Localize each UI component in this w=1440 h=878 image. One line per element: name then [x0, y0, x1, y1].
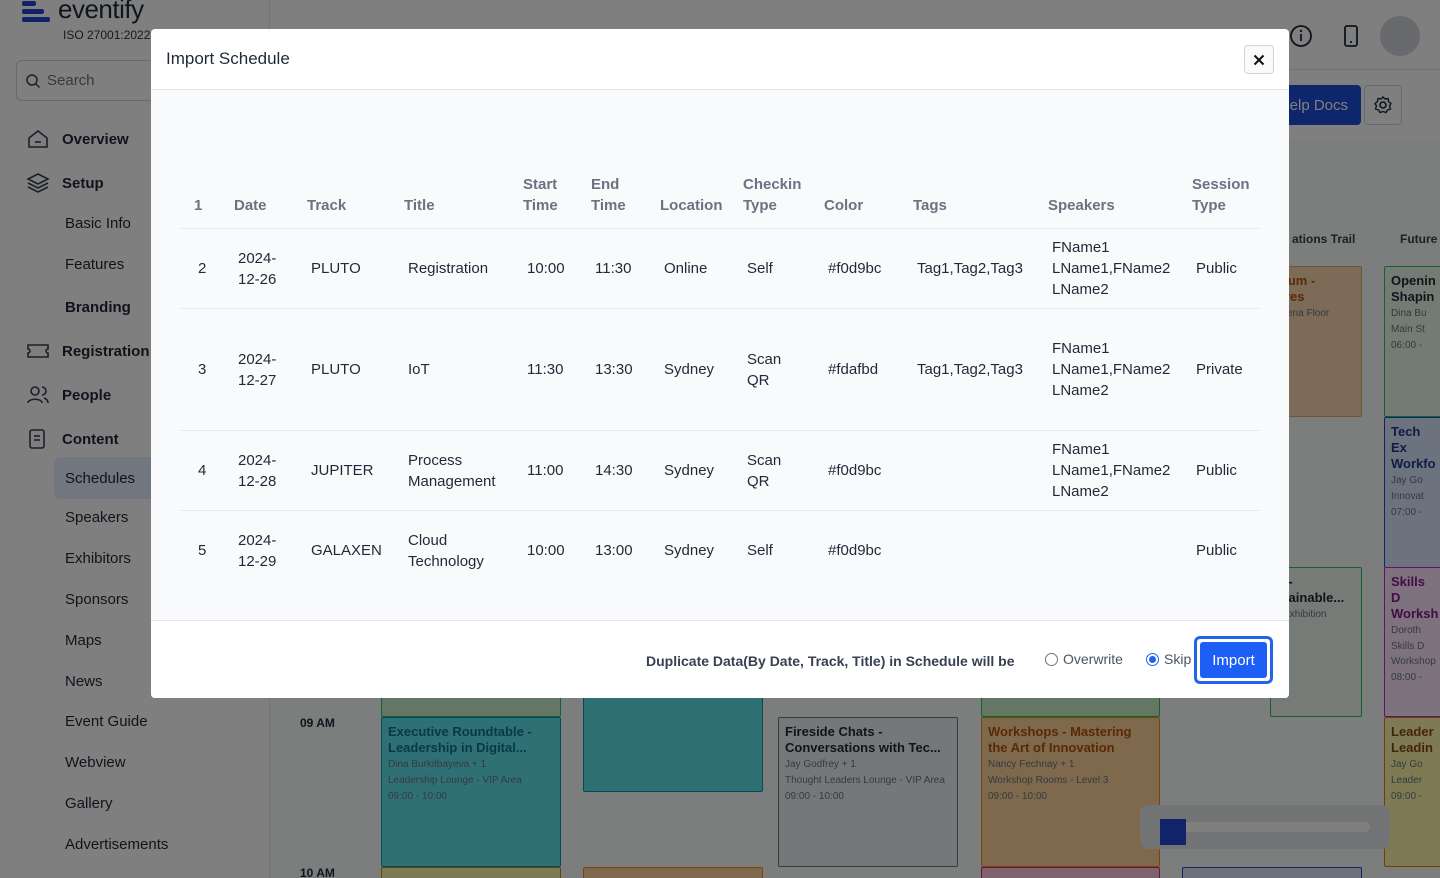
table-cell: FName1 LName1,FName2 LName2	[1035, 430, 1179, 511]
column-header: Start Time	[510, 174, 578, 229]
column-header: Tags	[900, 174, 1035, 229]
table-cell: 11:00	[510, 430, 578, 511]
table-row: 5 2024-12-29 GALAXEN Cloud Technology 10…	[181, 511, 1259, 591]
table-cell: 2024-12-26	[221, 228, 294, 309]
import-preview-table: 1 Date Track Title Start Time End Time L…	[181, 174, 1259, 591]
table-cell: Self	[730, 228, 811, 309]
table-cell: PLUTO	[294, 228, 391, 309]
table-cell: #fdafbd	[811, 308, 900, 431]
table-cell	[1035, 511, 1179, 591]
table-cell: FName1 LName1,FName2 LName2	[1035, 228, 1179, 309]
table-cell: 2024-12-29	[238, 531, 277, 570]
table-cell: Sydney	[647, 430, 730, 511]
column-header: Color	[811, 174, 900, 229]
table-cell: Registration	[391, 228, 510, 309]
skip-radio[interactable]: Skip	[1146, 651, 1191, 667]
table-cell: Online	[647, 228, 730, 309]
column-header: Session Type	[1179, 174, 1259, 229]
import-schedule-modal: Import Schedule 1 Date Track Title Start…	[151, 29, 1289, 698]
modal-footer: Duplicate Data(By Date, Track, Title) in…	[151, 620, 1289, 698]
column-header: Date	[221, 174, 294, 229]
table-cell: 10:00	[527, 542, 565, 560]
column-header: Title	[391, 174, 510, 229]
table-cell: GALAXEN	[311, 542, 382, 560]
overwrite-radio[interactable]: Overwrite	[1045, 651, 1123, 667]
table-cell: 2024-12-27	[221, 308, 294, 431]
table-cell: Scan QR	[730, 430, 811, 511]
table-row: 2 2024-12-26 PLUTO Registration 10:00 11…	[181, 228, 1259, 309]
table-cell: 2024-12-28	[221, 430, 294, 511]
table-cell: FName1 LName1,FName2 LName2	[1035, 308, 1179, 431]
table-cell: 3	[181, 308, 221, 431]
column-header: Track	[294, 174, 391, 229]
table-cell: Private	[1179, 308, 1259, 431]
import-button-label: Import	[1200, 642, 1267, 678]
table-cell: Self	[747, 542, 773, 560]
radio-circle[interactable]	[1045, 652, 1058, 666]
table-cell: 11:30	[510, 308, 578, 431]
table-cell: JUPITER	[294, 430, 391, 511]
column-header: Checkin Type	[730, 174, 811, 229]
table-cell: Public	[1179, 228, 1259, 309]
table-cell: #f0d9bc	[811, 430, 900, 511]
table-cell: Public	[1196, 542, 1237, 560]
column-header: 1	[181, 174, 221, 229]
table-cell	[900, 511, 1035, 591]
column-header: Location	[647, 174, 730, 229]
radio-label: Overwrite	[1063, 651, 1123, 667]
table-cell: 4	[181, 430, 221, 511]
column-header: Speakers	[1035, 174, 1179, 229]
duplicate-data-label: Duplicate Data(By Date, Track, Title) in…	[646, 653, 1015, 669]
table-cell: 2	[181, 228, 221, 309]
import-button[interactable]: Import	[1194, 636, 1273, 684]
table-cell: Public	[1179, 430, 1259, 511]
table-row: 3 2024-12-27 PLUTO IoT 11:30 13:30 Sydne…	[181, 308, 1259, 431]
column-header: End Time	[578, 174, 647, 229]
table-cell: 13:30	[578, 308, 647, 431]
close-button[interactable]	[1244, 45, 1274, 74]
table-cell: 5	[198, 542, 207, 560]
table-cell: Tag1,Tag2,Tag3	[900, 308, 1035, 431]
table-header-row: 1 Date Track Title Start Time End Time L…	[181, 174, 1259, 229]
radio-label: Skip	[1164, 651, 1192, 667]
table-cell: Process Management	[391, 430, 510, 511]
table-cell: #f0d9bc	[828, 542, 882, 560]
close-icon	[1253, 54, 1265, 65]
modal-title: Import Schedule	[166, 49, 290, 68]
radio-circle[interactable]	[1146, 652, 1159, 666]
table-cell: PLUTO	[294, 308, 391, 431]
table-cell: 10:00	[510, 228, 578, 309]
table-cell: 11:30	[578, 228, 647, 309]
table-cell: Tag1,Tag2,Tag3	[900, 228, 1035, 309]
modal-body: 1 Date Track Title Start Time End Time L…	[151, 90, 1289, 620]
table-cell: Cloud Technology	[408, 531, 484, 570]
table-cell: IoT	[391, 308, 510, 431]
table-cell: Sydney	[664, 542, 715, 560]
modal-header: Import Schedule	[151, 29, 1289, 90]
table-row: 4 2024-12-28 JUPITER Process Management …	[181, 430, 1259, 511]
table-cell: 13:00	[595, 542, 633, 560]
table-cell: 14:30	[578, 430, 647, 511]
table-cell: #f0d9bc	[811, 228, 900, 309]
table-cell: Scan QR	[730, 308, 811, 431]
table-cell	[900, 430, 1035, 511]
table-cell: Sydney	[647, 308, 730, 431]
